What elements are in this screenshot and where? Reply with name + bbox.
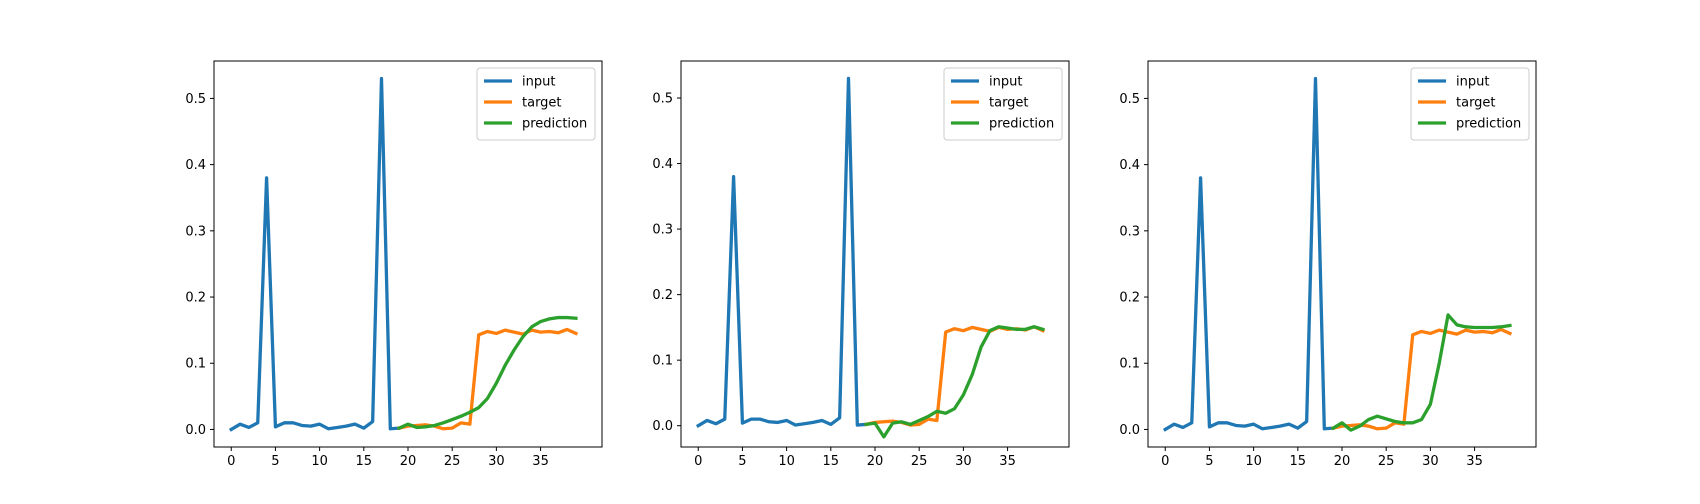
y-tick-label: 0.1 xyxy=(185,357,206,372)
x-tick-label: 20 xyxy=(400,454,417,469)
series-line-input xyxy=(1162,76,1335,432)
series-group xyxy=(1162,76,1513,432)
x-tick-label: 35 xyxy=(1466,454,1483,469)
x-tick-label: 5 xyxy=(271,454,279,469)
y-tick-label: 0.2 xyxy=(652,288,673,303)
x-tick-label: 10 xyxy=(311,454,328,469)
x-tick-label: 0 xyxy=(1161,454,1169,469)
y-tick-label: 0.4 xyxy=(1119,158,1140,173)
x-tick-label: 25 xyxy=(911,454,928,469)
y-tick-label: 0.0 xyxy=(1119,423,1140,438)
y-tick-label: 0.2 xyxy=(1119,291,1140,306)
series-group xyxy=(695,76,1046,439)
y-tick-label: 0.4 xyxy=(652,157,673,172)
x-tick-label: 10 xyxy=(1245,454,1262,469)
y-tick-label: 0.1 xyxy=(652,354,673,369)
chart-panel-3: 0 5 10 15 20 25 30 35 0.0 0.1 0.2 0.3 0.4 0.5 input tar… xyxy=(1119,60,1537,469)
y-tick-label: 0.5 xyxy=(652,92,673,107)
x-tick-label: 35 xyxy=(532,454,549,469)
series-line-prediction xyxy=(864,325,1045,439)
y-tick-label: 0.0 xyxy=(652,419,673,434)
series-line-input xyxy=(695,76,868,428)
series-line-input xyxy=(228,76,401,432)
y-tick-label: 0.2 xyxy=(185,291,206,306)
x-tick-label: 25 xyxy=(1378,454,1395,469)
x-tick-label: 30 xyxy=(955,454,972,469)
legend-label-prediction: prediction xyxy=(989,117,1054,132)
x-tick-label: 10 xyxy=(778,454,795,469)
y-tick-label: 0.3 xyxy=(652,223,673,238)
legend: input target prediction xyxy=(476,67,596,141)
x-tick-label: 20 xyxy=(867,454,884,469)
legend-label-target: target xyxy=(522,96,562,111)
series-line-prediction xyxy=(1330,313,1512,432)
legend-label-prediction: prediction xyxy=(1456,117,1521,132)
y-tick-label: 0.1 xyxy=(1119,357,1140,372)
chart-panel-2: 0 5 10 15 20 25 30 35 0.0 0.1 0.2 0.3 0.4 0.5 input tar… xyxy=(652,60,1070,469)
x-tick-label: 30 xyxy=(1422,454,1439,469)
x-tick-label: 5 xyxy=(738,454,746,469)
x-tick-label: 15 xyxy=(356,454,373,469)
x-tick-label: 25 xyxy=(444,454,461,469)
x-tick-label: 15 xyxy=(823,454,840,469)
y-tick-label: 0.5 xyxy=(1119,92,1140,107)
legend-label-input: input xyxy=(522,75,555,90)
legend-label-target: target xyxy=(1456,96,1496,111)
legend-label-input: input xyxy=(1456,75,1489,90)
y-tick-label: 0.3 xyxy=(1119,224,1140,239)
legend-label-prediction: prediction xyxy=(522,117,587,132)
legend: input target prediction xyxy=(943,67,1063,141)
chart-panel-1: 0 5 10 15 20 25 30 35 0.0 0.1 0.2 0.3 0.4 0.5 input tar… xyxy=(185,60,603,469)
x-tick-label: 0 xyxy=(694,454,702,469)
y-tick-label: 0.5 xyxy=(185,92,206,107)
y-tick-label: 0.0 xyxy=(185,423,206,438)
y-tick-label: 0.4 xyxy=(185,158,206,173)
series-group xyxy=(228,76,579,432)
legend-label-input: input xyxy=(989,75,1022,90)
x-tick-label: 5 xyxy=(1205,454,1213,469)
legend-label-target: target xyxy=(989,96,1029,111)
x-tick-label: 30 xyxy=(488,454,505,469)
x-tick-label: 0 xyxy=(227,454,235,469)
x-tick-label: 15 xyxy=(1290,454,1307,469)
x-tick-label: 35 xyxy=(999,454,1016,469)
legend: input target prediction xyxy=(1410,67,1530,141)
x-tick-label: 20 xyxy=(1334,454,1351,469)
y-tick-label: 0.3 xyxy=(185,224,206,239)
series-line-prediction xyxy=(396,315,578,431)
